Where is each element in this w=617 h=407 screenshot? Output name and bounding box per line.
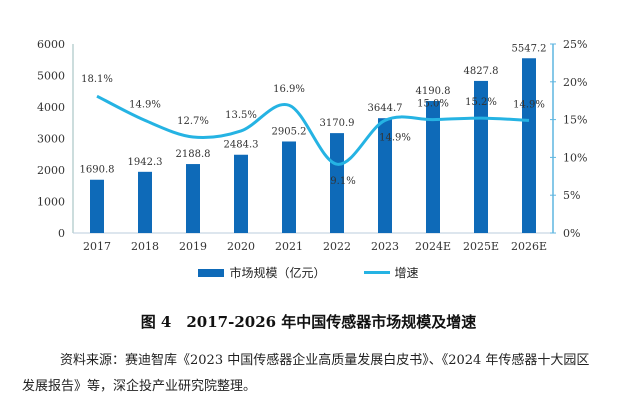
x-tick-label: 2026E bbox=[511, 240, 547, 253]
combo-chart: 0 1000 2000 3000 4000 5000 6000 0% 5% 10% 15% 20% 25… bbox=[37, 38, 587, 253]
legend-label: 增速 bbox=[394, 266, 419, 280]
bar bbox=[426, 100, 440, 233]
x-tick-label: 2020 bbox=[227, 240, 255, 253]
right-tick-label: 25% bbox=[563, 38, 587, 51]
right-tick-label: 20% bbox=[563, 76, 587, 89]
left-tick-label: 1000 bbox=[37, 196, 65, 209]
x-tick-label: 2019 bbox=[179, 240, 207, 253]
right-tick-label: 5% bbox=[563, 189, 580, 202]
left-tick-label: 6000 bbox=[37, 38, 65, 51]
legend-line-swatch bbox=[363, 271, 390, 274]
bar-data-label: 1942.3 bbox=[128, 157, 163, 168]
bar bbox=[90, 179, 104, 233]
left-tick-label: 2000 bbox=[37, 164, 65, 177]
bar bbox=[186, 164, 200, 233]
right-tick-label: 10% bbox=[563, 151, 587, 164]
legend: 市场规模（亿元） 增速 bbox=[0, 264, 617, 281]
legend-item-growth: 增速 bbox=[363, 264, 419, 281]
legend-label: 市场规模（亿元） bbox=[229, 266, 326, 280]
line-data-label: 9.1% bbox=[330, 176, 355, 187]
right-tick-label: 15% bbox=[563, 114, 587, 127]
right-tick-label: 0% bbox=[563, 227, 580, 240]
x-tick-label: 2025E bbox=[463, 240, 499, 253]
x-tick-label: 2018 bbox=[131, 240, 159, 253]
bar-data-label: 2905.2 bbox=[272, 126, 307, 137]
line-data-label: 13.5% bbox=[225, 110, 257, 121]
x-tick-label: 2021 bbox=[275, 240, 303, 253]
figure-caption: 图 4 2017-2026 年中国传感器市场规模及增速 bbox=[140, 313, 477, 331]
bar bbox=[138, 171, 152, 233]
left-tick-label: 0 bbox=[58, 227, 65, 240]
line-data-label: 14.9% bbox=[513, 99, 545, 110]
bar bbox=[330, 133, 344, 233]
bar-data-label: 5547.2 bbox=[512, 43, 547, 54]
x-tick-label: 2017 bbox=[83, 240, 111, 253]
bar-data-label: 4190.8 bbox=[416, 86, 451, 97]
bar bbox=[282, 141, 296, 233]
left-tick-label: 4000 bbox=[37, 101, 65, 114]
x-tick-label: 2023 bbox=[371, 240, 399, 253]
bar bbox=[378, 118, 392, 233]
line-data-label: 15.2% bbox=[465, 97, 497, 108]
bar-data-label: 2484.3 bbox=[224, 140, 259, 151]
line-data-label: 15.0% bbox=[417, 99, 449, 110]
bar-data-label: 4827.8 bbox=[464, 66, 499, 77]
bar-data-label: 3170.9 bbox=[320, 118, 355, 129]
bar-data-label: 3644.7 bbox=[368, 103, 403, 114]
line-data-label: 16.9% bbox=[273, 84, 305, 95]
line-data-label: 14.9% bbox=[379, 132, 411, 143]
line-data-label: 12.7% bbox=[177, 116, 209, 127]
bar bbox=[522, 58, 536, 233]
left-tick-label: 5000 bbox=[37, 70, 65, 83]
bar-data-label: 1690.8 bbox=[80, 165, 115, 176]
left-tick-label: 3000 bbox=[37, 133, 65, 146]
source-note: 资料来源：赛迪智库《2023 中国传感器企业高质量发展白皮书》、《2024 年传… bbox=[22, 353, 590, 394]
growth-line bbox=[96, 94, 530, 166]
x-tick-label: 2022 bbox=[323, 240, 351, 253]
line-data-label: 14.9% bbox=[129, 99, 161, 110]
legend-item-market-size: 市场规模（亿元） bbox=[198, 264, 326, 281]
x-tick-label: 2024E bbox=[415, 240, 451, 253]
line-data-label: 18.1% bbox=[81, 74, 113, 85]
bar-data-label: 2188.8 bbox=[176, 149, 211, 160]
bar bbox=[234, 154, 248, 233]
legend-bar-swatch bbox=[198, 268, 225, 277]
